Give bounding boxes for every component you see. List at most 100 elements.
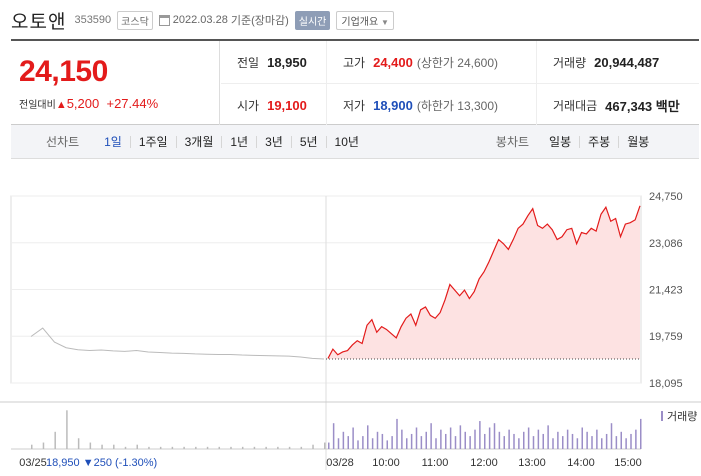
volume-bar bbox=[113, 444, 115, 449]
change-rate: +27.44% bbox=[106, 96, 159, 111]
volume-bar bbox=[265, 446, 267, 449]
volume-bar bbox=[620, 431, 622, 449]
tab-3y[interactable]: 3년 bbox=[256, 135, 291, 148]
volume-bar bbox=[171, 446, 174, 449]
volume-bar bbox=[523, 431, 525, 449]
high-label: 고가 bbox=[343, 55, 366, 70]
open-value: 19,100 bbox=[267, 97, 307, 113]
prev-day-line bbox=[30, 327, 325, 360]
volume-bar bbox=[312, 444, 314, 449]
price-panel: 24,150 전일대비▲5,200 +27.44% 전일 18,950 고가 24,… bbox=[11, 39, 699, 126]
tab-1d[interactable]: 1일 bbox=[104, 134, 122, 149]
calendar-icon bbox=[158, 14, 170, 26]
volume-bar bbox=[493, 423, 496, 449]
price-change: 전일대비▲5,200 +27.44% bbox=[19, 96, 158, 111]
y-tick-label: 19,759 bbox=[649, 331, 683, 343]
x-tick-label: 03/28 bbox=[326, 457, 354, 469]
tab-5y[interactable]: 5년 bbox=[290, 135, 326, 148]
volume-bar bbox=[596, 429, 598, 449]
volume-bar bbox=[576, 438, 579, 449]
volume-legend: 거래량 bbox=[667, 410, 697, 423]
volume-bar bbox=[277, 446, 279, 449]
volume-bar bbox=[425, 431, 427, 449]
high-cell: 고가 24,400 (상한가 24,600) bbox=[327, 41, 537, 83]
volume-bar bbox=[474, 429, 476, 449]
volume-bar bbox=[484, 433, 486, 449]
volume-bar bbox=[547, 425, 549, 449]
volume-bar bbox=[77, 438, 80, 449]
volume-bar bbox=[518, 438, 520, 449]
volume-bar bbox=[101, 444, 103, 449]
volume-bar bbox=[630, 433, 632, 449]
volume-bar bbox=[218, 446, 221, 449]
tab-1w[interactable]: 1주일 bbox=[129, 135, 176, 148]
volume-bar bbox=[591, 436, 593, 449]
volume-bar bbox=[469, 436, 471, 449]
date-text: 2022.03.28 bbox=[172, 14, 228, 26]
stock-header: 오토앤 353590 코스닥 2022.03.28 기준(장마감) 실시간 기업… bbox=[11, 8, 394, 33]
volume-bar bbox=[66, 410, 68, 449]
volume-bar bbox=[513, 433, 515, 449]
volume-bar bbox=[605, 433, 608, 449]
volume-bar bbox=[527, 427, 530, 449]
tab-weekly[interactable]: 주봉 bbox=[579, 135, 618, 148]
tab-10y[interactable]: 10년 bbox=[325, 135, 367, 148]
tab-daily[interactable]: 일봉 bbox=[549, 134, 572, 149]
volume-bar bbox=[230, 446, 232, 449]
volume-bar bbox=[479, 421, 481, 449]
volume-bar bbox=[459, 425, 462, 449]
volume-bar bbox=[195, 446, 197, 449]
stats-row: 시가 19,100 저가 18,900 (하한가 13,300) 거래대금 467,34… bbox=[221, 83, 699, 126]
volume-bar bbox=[420, 436, 423, 449]
volume-bar bbox=[347, 436, 349, 449]
today-line bbox=[327, 205, 641, 359]
volume-bar bbox=[352, 427, 354, 449]
volume-bar bbox=[537, 429, 540, 449]
volume-bar bbox=[367, 425, 369, 449]
volume-bar bbox=[586, 431, 588, 449]
volume-bar bbox=[324, 442, 326, 449]
volume-bar bbox=[386, 440, 388, 449]
prev-day-summary: 18,950 ▼250 (-1.30%) bbox=[46, 457, 157, 469]
high-value: 24,400 bbox=[373, 54, 413, 70]
trade-value: 467,343 백만 bbox=[605, 98, 680, 114]
volume-bar bbox=[401, 429, 403, 449]
volume-bar bbox=[410, 433, 413, 449]
x-tick-label: 15:00 bbox=[614, 457, 642, 469]
volume-bar bbox=[241, 446, 244, 449]
y-tick-label: 23,086 bbox=[649, 238, 683, 250]
open-cell: 시가 19,100 bbox=[221, 84, 327, 126]
volume-bar bbox=[566, 429, 569, 449]
volume-bar bbox=[415, 427, 418, 449]
tab-3m[interactable]: 3개월 bbox=[175, 135, 222, 148]
volume-bar bbox=[464, 431, 466, 449]
volume-bar bbox=[54, 431, 56, 449]
volume-bar bbox=[148, 446, 150, 449]
candle-chart-label: 봉차트 bbox=[495, 135, 530, 149]
realtime-button[interactable]: 실시간 bbox=[294, 10, 331, 30]
volume-bar bbox=[328, 442, 330, 449]
volume-bar bbox=[508, 429, 510, 449]
volume-cell: 거래량 20,944,487 bbox=[537, 41, 699, 83]
volume-bar bbox=[635, 429, 637, 449]
tab-monthly[interactable]: 월봉 bbox=[618, 135, 657, 148]
volume-bar bbox=[206, 446, 209, 449]
date-info: 2022.03.28 기준(장마감) bbox=[158, 12, 289, 28]
volume-bar bbox=[542, 433, 544, 449]
volume-bar bbox=[136, 444, 138, 449]
tab-1y[interactable]: 1년 bbox=[221, 135, 256, 148]
intraday-chart[interactable]: 24,750 23,086 21,423 19,759 18,095 거래량 03/25 03… bbox=[0, 180, 701, 476]
volume-bar bbox=[488, 427, 491, 449]
volume-bar bbox=[376, 431, 379, 449]
volume-bar bbox=[337, 438, 340, 449]
volume-bar bbox=[357, 440, 359, 449]
volume-bar bbox=[449, 427, 452, 449]
volume-bar bbox=[430, 423, 432, 449]
volume-bar bbox=[183, 446, 185, 449]
company-info-button[interactable]: 기업개요 ▼ bbox=[336, 10, 394, 30]
current-price-box: 24,150 전일대비▲5,200 +27.44% bbox=[11, 41, 220, 125]
x-tick-label: 03/25 bbox=[19, 457, 47, 469]
low-cell: 저가 18,900 (하한가 13,300) bbox=[327, 84, 537, 126]
volume-bar bbox=[406, 438, 408, 449]
volume-bar bbox=[342, 431, 345, 449]
